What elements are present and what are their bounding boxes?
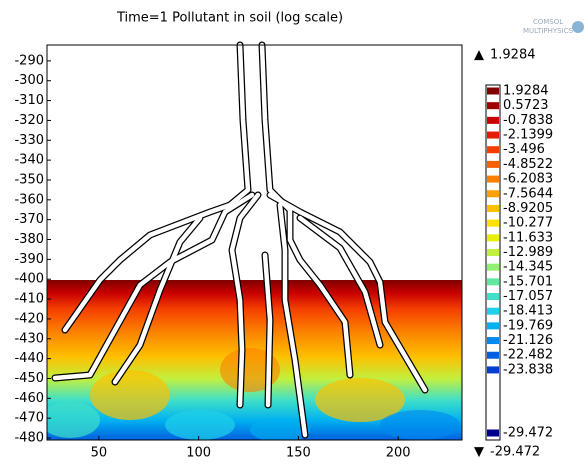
colorbar-label: -0.7838	[503, 113, 553, 128]
colorbar-swatch	[487, 131, 499, 139]
logo-icon	[572, 21, 584, 33]
colorbar-swatch	[487, 204, 499, 212]
colorbar-label: -8.9205	[503, 201, 553, 216]
y-tick-label: -440	[14, 351, 44, 366]
colorbar-label: 1.9284	[503, 84, 549, 99]
colorbar-swatch	[487, 190, 499, 198]
colorbar-label: -7.5644	[503, 186, 553, 201]
colorbar-label: -23.838	[503, 362, 553, 377]
y-tick-label: -350	[14, 172, 44, 187]
colorbar-swatch	[487, 175, 499, 183]
y-tick-label: -340	[14, 153, 44, 168]
colorbar-label: -4.8522	[503, 157, 553, 172]
colorbar-swatch	[487, 278, 499, 286]
colorbar-swatch	[487, 248, 499, 256]
logo: MULTIPHYSICS	[523, 27, 574, 35]
colorbar-label: -10.277	[503, 216, 553, 231]
y-tick-label: -310	[14, 93, 44, 108]
logo: COMSOL	[533, 18, 563, 26]
x-tick-label: 100	[186, 446, 211, 461]
colorbar-frame	[485, 84, 501, 441]
max-label: 1.9284	[490, 48, 536, 63]
colorbar-swatch	[487, 263, 499, 271]
y-tick-label: -320	[14, 113, 44, 128]
colorbar-swatch	[487, 219, 499, 227]
colorbar-swatch	[487, 293, 499, 301]
x-tick-label: 150	[286, 446, 311, 461]
colorbar-label: -18.413	[503, 304, 553, 319]
colorbar-swatch	[487, 366, 499, 374]
y-tick-label: -470	[14, 411, 44, 426]
colorbar-swatch	[487, 102, 499, 110]
colorbar-swatch	[487, 87, 499, 95]
roots	[51, 41, 429, 439]
y-tick-label: -400	[14, 272, 44, 287]
min-marker: ▼	[474, 445, 484, 460]
colorbar-label: -19.769	[503, 318, 553, 333]
colorbar-label: 0.5723	[503, 98, 549, 113]
y-tick-label: -460	[14, 391, 44, 406]
y-tick-label: -360	[14, 192, 44, 207]
colorbar-label: -15.701	[503, 274, 553, 289]
min-label: -29.472	[490, 445, 540, 460]
colorbar-swatch	[487, 307, 499, 315]
colorbar-label: -3.496	[503, 142, 545, 157]
chart-title: Time=1 Pollutant in soil (log scale)	[116, 11, 343, 26]
y-tick-label: -430	[14, 331, 44, 346]
y-tick-label: -420	[14, 311, 44, 326]
y-tick-label: -290	[14, 53, 44, 68]
y-tick-label: -380	[14, 232, 44, 247]
colorbar-label: -14.345	[503, 260, 553, 275]
colorbar-swatch	[487, 160, 499, 168]
colorbar-label: -11.633	[503, 230, 553, 245]
y-tick-label: -410	[14, 292, 44, 307]
colorbar-swatch	[487, 116, 499, 124]
y-tick-label: -450	[14, 371, 44, 386]
colorbar-label: -6.2083	[503, 172, 553, 187]
y-tick-label: -390	[14, 252, 44, 267]
colorbar-label: -12.989	[503, 245, 553, 260]
y-tick-label: -330	[14, 133, 44, 148]
soil-field	[47, 280, 462, 440]
max-marker: ▲	[474, 48, 484, 63]
x-tick-label: 50	[91, 446, 108, 461]
y-tick-label: -480	[14, 431, 44, 446]
colorbar-swatch	[487, 337, 499, 345]
x-tick-label: 200	[386, 446, 411, 461]
colorbar-swatch	[487, 429, 499, 437]
colorbar-swatch	[487, 234, 499, 242]
colorbar-label: -21.126	[503, 333, 553, 348]
y-tick-label: -370	[14, 212, 44, 227]
colorbar-label: -22.482	[503, 348, 553, 363]
colorbar-swatch	[487, 351, 499, 359]
y-tick-label: -300	[14, 73, 44, 88]
colorbar-label: -2.1399	[503, 128, 553, 143]
colorbar-swatch	[487, 322, 499, 330]
colorbar-swatch	[487, 146, 499, 154]
colorbar-label: -17.057	[503, 289, 553, 304]
colorbar-label: -29.472	[503, 426, 553, 441]
plot-frame	[46, 44, 463, 441]
